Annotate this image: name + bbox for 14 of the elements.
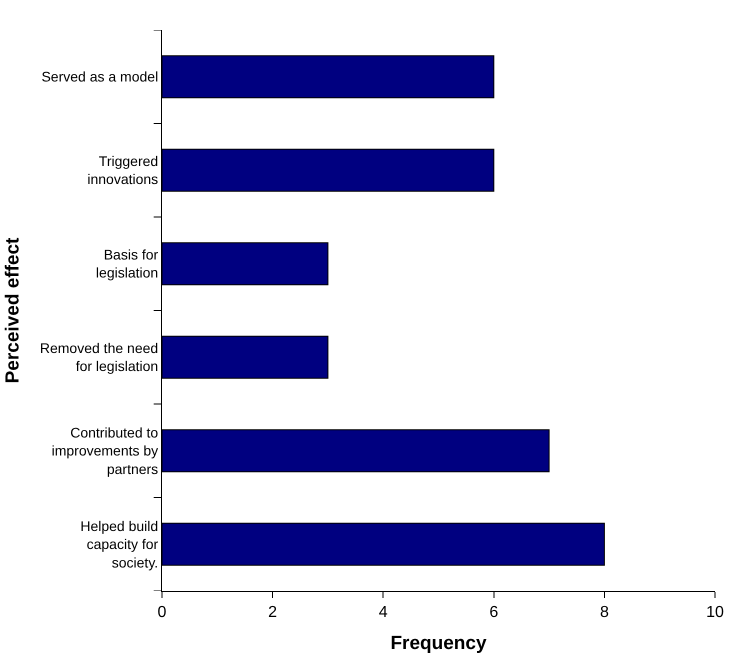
y-tick-label: Contributed to improvements by partners (52, 424, 158, 477)
y-tick-label: Removed the need for legislation (40, 340, 158, 374)
y-tick-label: Served as a model (41, 68, 158, 85)
x-tick-label: 4 (378, 604, 388, 622)
y-tick-label: Basis for legislation (96, 246, 159, 281)
y-axis-title: Perceived effect (2, 236, 24, 384)
x-tick-label: 2 (268, 604, 278, 622)
x-tick-label: 0 (158, 604, 167, 622)
x-tick-label: 10 (706, 604, 724, 622)
x-tick-label: 8 (600, 604, 609, 622)
x-axis-title: Frequency (390, 633, 487, 654)
y-tick-label: Triggered innovations (87, 153, 158, 188)
y-tick-label: Helped build capacity for society. (80, 518, 159, 570)
x-tick-label: 6 (489, 604, 498, 622)
